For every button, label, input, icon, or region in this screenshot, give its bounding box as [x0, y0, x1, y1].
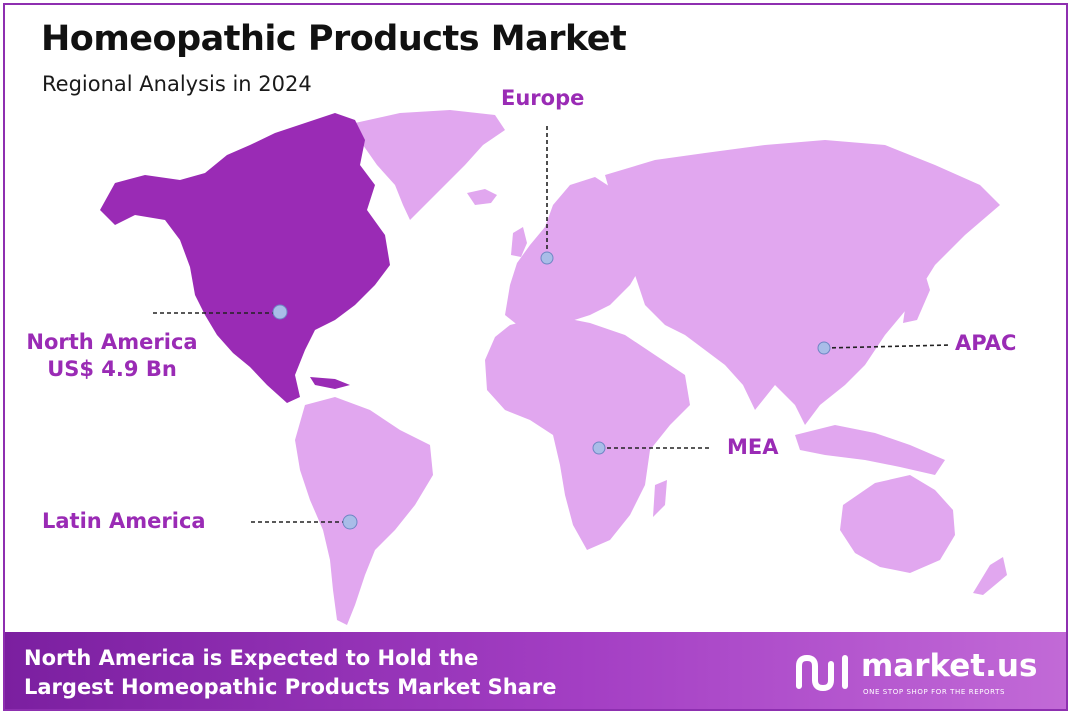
- new-zealand-shape: [973, 557, 1007, 595]
- page-title: Homeopathic Products Market: [41, 19, 627, 59]
- market-us-logo-icon: [796, 654, 848, 692]
- caribbean-shape: [310, 377, 350, 389]
- brand-tagline: ONE STOP SHOP FOR THE REPORTS: [863, 688, 1006, 696]
- mea-label: MEA: [727, 434, 779, 461]
- europe-name: Europe: [501, 86, 585, 110]
- footer-banner: North America is Expected to Hold the La…: [5, 632, 1066, 709]
- footer-text: North America is Expected to Hold the La…: [24, 644, 556, 702]
- europe-shape: [505, 177, 645, 327]
- iceland-shape: [467, 189, 497, 205]
- north-america-label: North America US$ 4.9 Bn: [17, 329, 207, 383]
- page-subtitle: Regional Analysis in 2024: [42, 72, 312, 96]
- apac-marker: [817, 341, 831, 355]
- infographic-frame: Homeopathic Products Market Regional Ana…: [3, 3, 1068, 711]
- africa-shape: [485, 315, 690, 550]
- world-map: [100, 110, 1007, 625]
- asia-shape: [605, 140, 1000, 425]
- south-america-shape: [295, 397, 433, 625]
- southeast-asia-shape: [795, 425, 945, 475]
- latin-america-label: Latin America: [42, 508, 206, 535]
- north-america-name: North America: [26, 330, 198, 354]
- australia-shape: [840, 475, 955, 573]
- footer-line-1: North America is Expected to Hold the: [24, 646, 479, 670]
- mea-name: MEA: [727, 435, 779, 459]
- apac-name: APAC: [955, 331, 1017, 355]
- japan-shape: [903, 267, 930, 323]
- brand-logo: market.us ONE STOP SHOP FOR THE REPORTS: [793, 648, 1053, 700]
- latin-america-marker: [342, 514, 358, 530]
- madagascar-shape: [653, 480, 667, 517]
- europe-label: Europe: [501, 85, 584, 112]
- footer-line-2: Largest Homeopathic Products Market Shar…: [24, 675, 557, 699]
- north-america-shape: [100, 113, 390, 403]
- europe-marker: [540, 251, 554, 265]
- latin-america-name: Latin America: [42, 509, 206, 533]
- greenland-shape: [355, 110, 505, 220]
- mea-marker: [592, 441, 606, 455]
- north-america-value: US$ 4.9 Bn: [47, 357, 177, 381]
- apac-label: APAC: [955, 330, 1016, 357]
- north-america-marker: [272, 304, 288, 320]
- uk-shape: [511, 227, 527, 257]
- brand-name: market.us: [861, 648, 1038, 684]
